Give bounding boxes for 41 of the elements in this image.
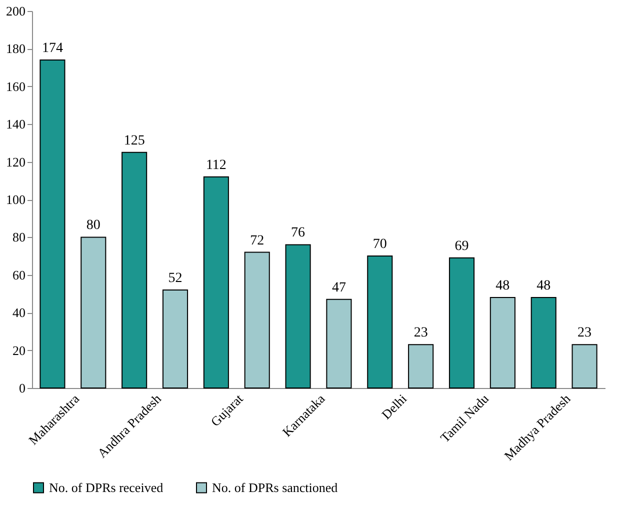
bar [572,344,598,388]
y-tick-label: 0 [19,380,26,396]
data-label: 52 [168,270,182,286]
bar [80,236,106,388]
bar [244,252,270,388]
y-tick-label: 80 [12,230,26,245]
y-tick-label: 20 [12,342,26,358]
y-tick-label: 100 [6,192,26,207]
bar [490,297,516,388]
data-label: 125 [124,133,145,148]
legend-label: No. of DPRs sanctioned [212,480,338,495]
y-tick-label: 140 [6,116,26,132]
data-label: 23 [414,326,428,341]
legend-label: No. of DPRs received [49,480,164,495]
data-label: 76 [291,226,306,241]
y-tick-label: 40 [12,305,26,320]
bar [285,244,311,388]
data-label: 112 [206,158,226,173]
data-label: 72 [250,233,264,248]
bar [326,298,352,388]
data-label: 70 [372,237,387,252]
y-tick-label: 60 [12,267,26,282]
bar [448,257,475,388]
bar [40,60,66,388]
bar [530,297,556,388]
data-label: 47 [332,280,346,296]
bar [122,152,148,388]
data-label: 174 [42,41,63,56]
y-tick-label: 120 [6,154,26,170]
bar [367,256,393,388]
data-label: 80 [86,218,100,234]
bar [408,344,434,388]
bar [162,289,188,388]
data-label: 48 [536,278,551,294]
y-tick-label: 180 [6,41,26,56]
data-label: 69 [454,238,469,254]
data-label: 48 [496,278,510,294]
data-label: 23 [578,326,592,341]
y-tick-label: 160 [6,78,26,94]
y-tick-label: 200 [6,4,26,18]
bar [203,176,229,388]
